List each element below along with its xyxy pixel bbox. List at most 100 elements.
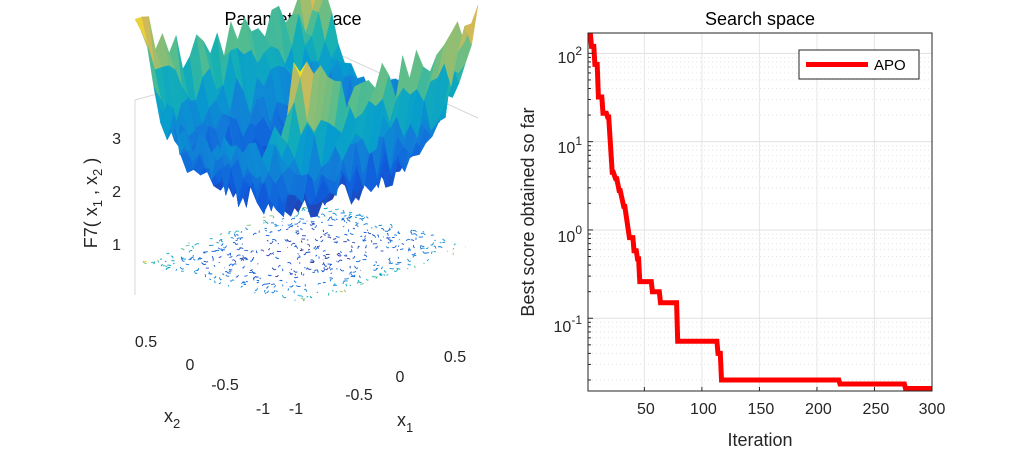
contour-stroke — [358, 275, 362, 278]
contour-stroke — [389, 240, 393, 243]
contour-stroke — [235, 243, 239, 245]
contour-stroke — [398, 231, 401, 235]
contour-stroke — [295, 285, 301, 287]
x-tick-250: 250 — [863, 401, 890, 418]
tick-marks — [588, 52, 933, 391]
x2-tick-neg0.5: -0.5 — [211, 377, 239, 394]
contour-stroke — [220, 243, 224, 246]
contour-stroke — [271, 238, 277, 242]
contour-stroke — [299, 262, 301, 264]
contour-stroke — [244, 275, 248, 277]
contour-stroke — [390, 262, 394, 265]
contour-stroke — [249, 268, 253, 272]
contour-stroke — [181, 257, 186, 260]
contour-stroke — [393, 234, 398, 237]
contour-stroke — [323, 263, 328, 267]
contour-stroke — [203, 251, 208, 253]
contour-stroke — [362, 239, 367, 242]
contour-stroke — [401, 243, 404, 246]
contour-stroke — [392, 245, 397, 249]
contour-stroke — [228, 263, 233, 267]
contour-stroke — [295, 231, 298, 235]
contour-stroke — [316, 269, 319, 273]
contour-stroke — [242, 265, 245, 269]
contour-stroke — [324, 256, 330, 259]
contour-stroke — [256, 281, 260, 284]
contour-stroke — [335, 236, 340, 238]
contour-stroke — [411, 252, 416, 256]
contour-stroke — [162, 265, 168, 268]
y-tick-1e-1: 10-1 — [554, 313, 583, 336]
contour-stroke — [329, 268, 334, 271]
contour-stroke — [387, 238, 392, 241]
contour-stroke — [396, 249, 399, 251]
contour-stroke — [287, 261, 292, 265]
contour-stroke — [181, 259, 185, 262]
contour-stroke — [304, 284, 307, 287]
contour-stroke — [241, 281, 246, 285]
contour-stroke — [185, 263, 190, 266]
legend: APO — [798, 49, 920, 80]
contour-stroke — [410, 229, 413, 233]
plot-frame — [587, 32, 933, 392]
contour-stroke — [265, 285, 269, 289]
contour-stroke — [172, 262, 175, 265]
contour-stroke — [222, 273, 225, 276]
contour-stroke — [359, 213, 364, 217]
contour-stroke — [407, 263, 411, 266]
contour-stroke — [352, 227, 356, 230]
contour-stroke — [343, 255, 346, 257]
right-plot-title: Search space — [705, 9, 815, 29]
contour-stroke — [412, 233, 418, 237]
contour-stroke — [363, 254, 368, 258]
contour-stroke — [393, 268, 399, 272]
contour-stroke — [452, 247, 455, 250]
contour-stroke — [332, 237, 337, 240]
contour-stroke — [379, 239, 382, 241]
contour-stroke — [351, 245, 353, 248]
x1-tick-neg1: -1 — [289, 401, 303, 418]
contour-stroke — [364, 251, 367, 253]
contour-stroke — [425, 247, 429, 250]
contour-stroke — [296, 225, 299, 228]
contour-stroke — [272, 216, 275, 219]
x2-tick-0.5: 0.5 — [135, 334, 157, 351]
contour-stroke — [274, 223, 278, 227]
contour-stroke — [299, 228, 303, 231]
contour-stroke — [322, 229, 325, 233]
contour-stroke — [270, 283, 276, 286]
x2-tick-neg1: -1 — [256, 401, 270, 418]
contour-stroke — [332, 212, 337, 216]
contour-stroke — [267, 274, 271, 276]
contour-stroke — [228, 268, 233, 271]
contour-stroke — [288, 225, 293, 229]
contour-stroke — [290, 218, 296, 221]
contour-stroke — [298, 220, 301, 224]
contour-stroke — [341, 217, 345, 221]
contour-stroke — [325, 267, 329, 271]
contour-stroke — [355, 223, 358, 226]
contour-stroke — [362, 237, 366, 241]
x1-axis-label: x1 — [397, 410, 413, 435]
contour-stroke — [375, 275, 378, 279]
x2-tick-0: 0 — [186, 357, 195, 374]
contour-stroke — [219, 232, 222, 236]
contour-stroke — [389, 259, 392, 263]
contour-stroke — [165, 266, 171, 271]
contour-stroke — [442, 238, 446, 241]
contour-stroke — [195, 268, 199, 271]
z-tick-3: 3 — [112, 131, 121, 148]
contour-stroke — [267, 248, 270, 251]
contour-stroke — [243, 256, 249, 260]
contour-stroke — [266, 290, 269, 293]
contour-stroke — [153, 261, 156, 265]
contour-stroke — [350, 249, 353, 253]
contour-stroke — [331, 290, 334, 292]
contour-stroke — [269, 240, 274, 244]
contour-stroke — [349, 232, 354, 235]
contour-stroke — [180, 248, 185, 251]
contour-stroke — [189, 256, 194, 261]
contour-stroke — [211, 250, 216, 252]
contour-stroke — [346, 257, 351, 260]
y-axis-label: Best score obtained so far — [518, 107, 538, 316]
